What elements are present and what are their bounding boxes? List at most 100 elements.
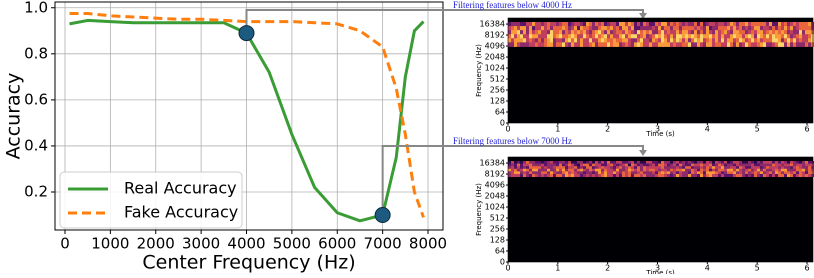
spectrogram-cell <box>697 30 701 35</box>
spectrogram-cell <box>637 42 641 47</box>
y-tick-label: 1024 <box>485 64 505 73</box>
spectrogram-cell <box>667 38 671 43</box>
spectrogram-cell <box>523 22 527 27</box>
spectrogram-cell <box>706 173 710 178</box>
spectrogram-cell <box>661 173 665 178</box>
spectrogram-cell <box>784 26 788 31</box>
spectrogram-cell <box>589 173 593 178</box>
spectrogram-cell <box>616 161 620 165</box>
spectrogram-cell <box>520 34 524 39</box>
spectrogram-cell <box>700 168 704 172</box>
spectrogram-cell <box>658 22 662 27</box>
spectrogram-cell <box>715 171 719 175</box>
spectrogram-cell <box>640 30 644 35</box>
spectrogram-cell <box>535 38 539 43</box>
spectrogram-cell <box>811 34 814 39</box>
spectrogram-cell <box>793 163 797 167</box>
y-tick-label: 128 <box>490 236 505 245</box>
spectrogram-cell <box>658 26 662 31</box>
spectrogram-cell <box>541 163 545 167</box>
spectrogram-cell <box>724 171 728 175</box>
spectrogram-cell <box>604 163 608 167</box>
spectrogram-cell <box>811 30 814 35</box>
spectrogram-cell <box>544 38 548 43</box>
spectrogram-cell <box>577 161 581 165</box>
spectrogram-cell <box>523 168 527 172</box>
spectrogram-cell <box>649 173 653 178</box>
spectrogram-cell <box>562 38 566 43</box>
spectrogram-cell <box>538 171 542 175</box>
spectrogram-cell <box>514 42 518 47</box>
spectrogram-cell <box>655 38 659 43</box>
spectrogram-cell <box>691 166 695 170</box>
spectrogram-cell <box>769 173 773 178</box>
spectrogram-cell <box>643 163 647 167</box>
y-tick-label: 0.6 <box>24 90 48 108</box>
spectrogram-cell <box>730 26 734 31</box>
spectrogram-cell <box>652 22 656 27</box>
spectrogram-cell <box>709 42 713 47</box>
spectrogram-cell <box>661 42 665 47</box>
spectrogram-cell <box>796 26 800 31</box>
legend-box <box>59 171 243 229</box>
spectrogram-cell <box>787 173 791 178</box>
spectrogram-cell <box>556 173 560 178</box>
spectrogram-cell <box>550 166 554 170</box>
spectrogram-cell <box>712 173 716 178</box>
spectrogram-cell <box>568 163 572 167</box>
spectrogram-cell <box>625 168 629 172</box>
spectrogram-cell <box>565 22 569 27</box>
spectrogram-cell <box>646 38 650 43</box>
x-tick-label: 0 <box>505 125 510 134</box>
spectrogram-cell <box>574 22 578 27</box>
spectrogram-cell <box>577 168 581 172</box>
spectrogram-cell <box>787 34 791 39</box>
spectrogram-cell <box>640 26 644 31</box>
spectrogram-cell <box>664 166 668 170</box>
spectrogram-cell <box>769 168 773 172</box>
spectrogram-cell <box>733 168 737 172</box>
spectrogram-cell <box>679 173 683 178</box>
spectrogram-cell <box>589 38 593 43</box>
spectrogram-cell <box>520 26 524 31</box>
spectrogram-cell <box>778 173 782 178</box>
spectrogram-cell <box>670 168 674 172</box>
spectrogram-cell <box>610 163 614 167</box>
spectrogram-cell <box>757 42 761 47</box>
spectrogram-cell <box>688 166 692 170</box>
spectrogram-cell <box>607 173 611 178</box>
spectrogram-cell <box>613 26 617 31</box>
spectrogram-cell <box>742 161 746 165</box>
spectrogram-cell <box>793 26 797 31</box>
spectrogram-cell <box>577 166 581 170</box>
spectrogram-cell <box>733 38 737 43</box>
spectrogram-cell <box>544 173 548 178</box>
x-tick-label: 6 <box>804 125 809 134</box>
spectrogram-cell <box>688 26 692 31</box>
spectrogram-cell <box>775 168 779 172</box>
spectrogram-cell <box>508 166 512 170</box>
legend-label: Real Accuracy <box>124 179 237 198</box>
spectrogram-cell <box>790 161 794 165</box>
spectrogram-cell <box>613 166 617 170</box>
spectrogram-cell <box>640 22 644 27</box>
y-tick-label: 128 <box>490 97 505 106</box>
spectrogram-cell <box>586 26 590 31</box>
spectrogram-cell <box>517 42 521 47</box>
spectrogram-cell <box>763 42 767 47</box>
spectrogram-cell <box>757 163 761 167</box>
spectrogram-cell <box>697 34 701 39</box>
spectrogram-cell <box>634 34 638 39</box>
spectrogram-cell <box>667 166 671 170</box>
spectrogram-cell <box>730 42 734 47</box>
spectrogram-cell <box>571 22 575 27</box>
spectrogram-cell <box>658 30 662 35</box>
spectrogram-cell <box>613 173 617 178</box>
spectrogram-cell <box>760 38 764 43</box>
spectrogram-cell <box>691 30 695 35</box>
spectrogram-cell <box>736 173 740 178</box>
spectrogram-cell <box>673 34 677 39</box>
spectrogram-cell <box>739 42 743 47</box>
spectrogram-cell <box>655 171 659 175</box>
spectrogram-cell <box>529 168 533 172</box>
